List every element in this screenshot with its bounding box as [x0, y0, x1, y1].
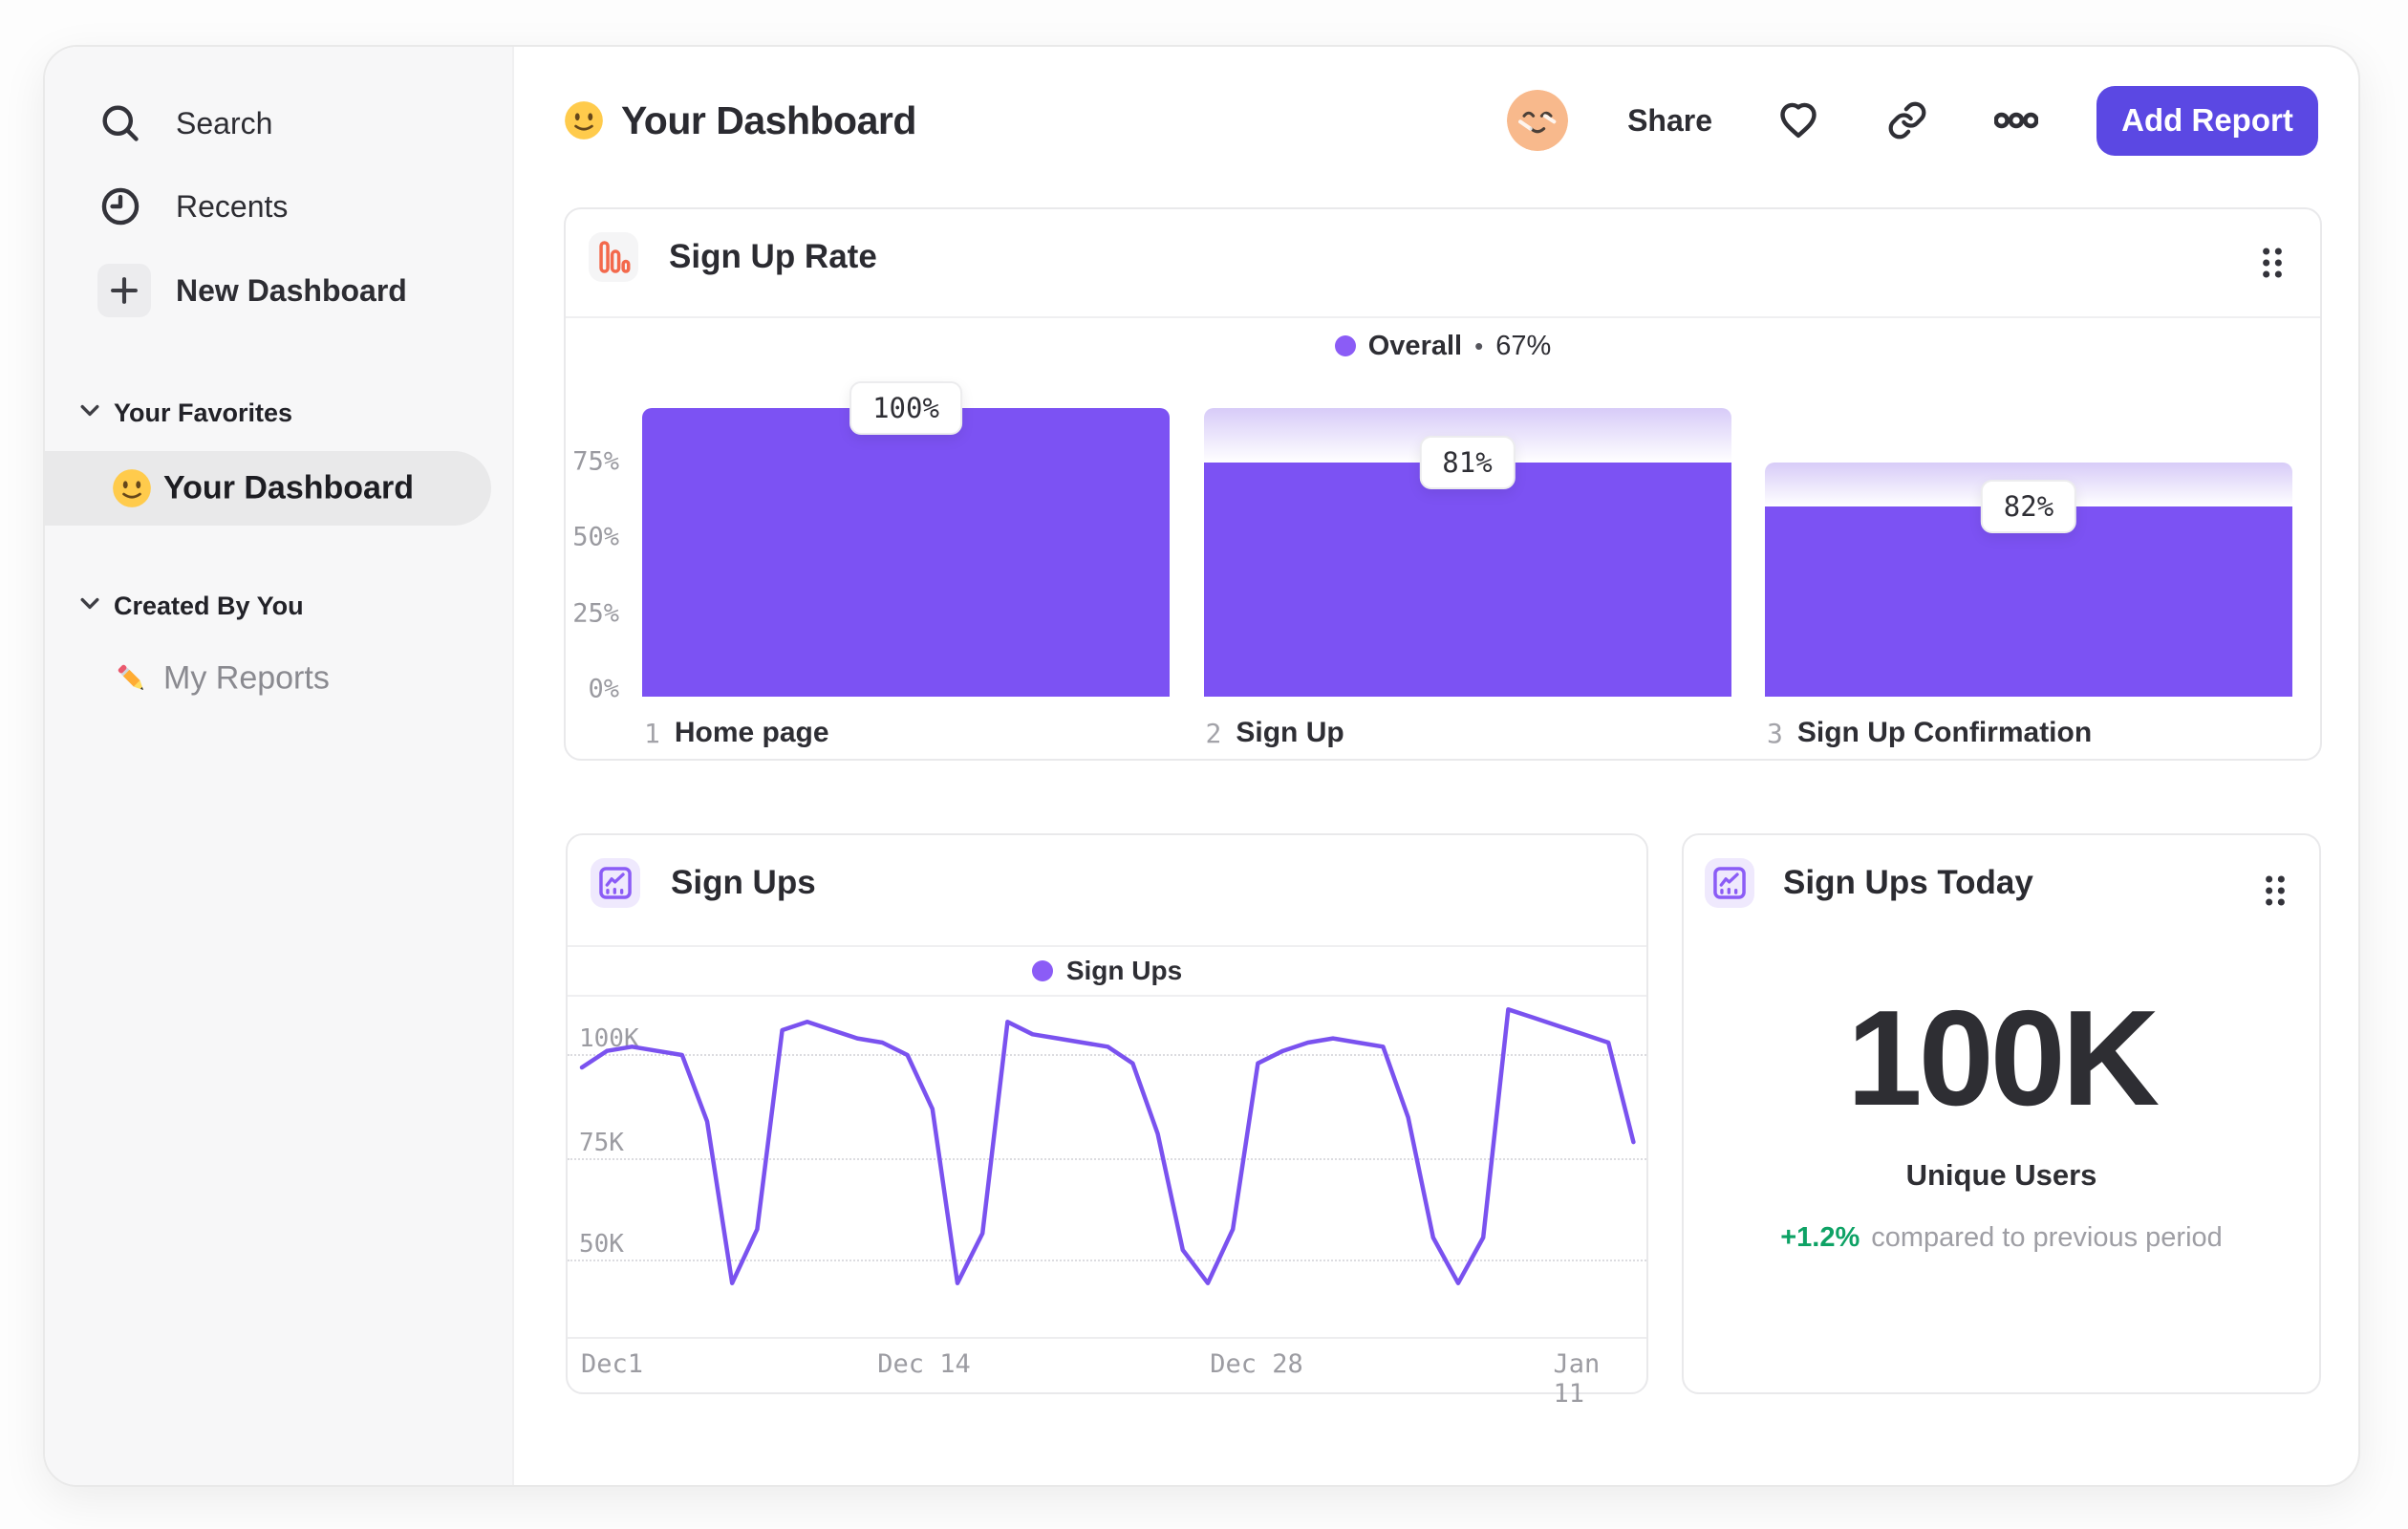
page-title: Your Dashboard [621, 97, 916, 142]
step-name: Sign Up Confirmation [1796, 717, 2093, 748]
step-name: Sign Up [1236, 717, 1344, 748]
x-axis-tick: Jan 11 [1553, 1349, 1601, 1409]
sidebar-item-label: My Reports [163, 659, 330, 697]
funnel-y-tick: 75% [572, 446, 619, 477]
funnel-value-badge: 82% [1980, 479, 2077, 533]
sidebar-item-label: New Dashboard [176, 272, 407, 308]
kpi-label: Unique Users [1905, 1158, 2097, 1192]
page-header: Your Dashboard Share Add Report [563, 85, 2318, 156]
funnel-bar-solid [1203, 463, 1731, 697]
card-title: Sign Ups [671, 864, 816, 901]
main-content: Your Dashboard Share Add Report Sign Up … [514, 47, 2358, 1485]
section-title: Your Favorites [114, 398, 293, 427]
step-number: 1 [644, 717, 660, 749]
sign-ups-line-chart[interactable] [568, 1002, 1646, 1337]
sidebar-item-recents[interactable]: Recents [45, 178, 512, 235]
line-chart-icon [1705, 858, 1754, 908]
kpi-delta-badge: +1.2% [1780, 1222, 1860, 1253]
x-axis-line [568, 1337, 1646, 1339]
x-axis-tick: Dec 28 [1210, 1349, 1303, 1379]
legend-dot [1031, 960, 1053, 981]
y-axis-tick: 50K [579, 1230, 624, 1259]
funnel-column[interactable]: 81% 2 Sign Up [1203, 209, 1731, 759]
signups-line-path [579, 1007, 1636, 1285]
kpi-value: 100K [1846, 982, 2160, 1134]
funnel-legend[interactable]: Overall • 67% [566, 318, 2320, 374]
funnel-bar-solid [642, 408, 1170, 697]
drag-handle-icon[interactable] [2264, 873, 2287, 913]
sidebar-item-search[interactable]: Search [45, 95, 512, 152]
user-avatar[interactable] [1507, 90, 1569, 151]
line-chart-icon [591, 858, 640, 908]
sidebar-item-label: Search [176, 105, 273, 140]
app-window: Search Recents New Dashboard Your Favori… [43, 45, 2360, 1487]
funnel-step-label: 3 Sign Up Confirmation [1767, 717, 2092, 749]
bar-chart-icon [589, 232, 638, 282]
kpi-delta-note: compared to previous period [1871, 1222, 2223, 1253]
x-axis-tick: Dec 14 [877, 1349, 971, 1379]
chevron-down-icon [79, 597, 100, 614]
section-your-favorites[interactable]: Your Favorites [45, 391, 512, 435]
card-header: Sign Ups [568, 835, 1646, 947]
sidebar-item-your-dashboard[interactable]: Your Dashboard [45, 451, 512, 526]
funnel-value-badge: 81% [1419, 436, 1516, 490]
sidebar: Search Recents New Dashboard Your Favori… [45, 47, 514, 1485]
copy-link-icon[interactable] [1884, 97, 1930, 143]
gridline-100k [568, 1054, 1646, 1056]
funnel-y-tick: 0% [588, 674, 619, 704]
sidebar-item-my-reports[interactable]: My Reports [45, 641, 512, 716]
sign-up-rate-card: Sign Up Rate Overall • 67% 0% 25% 50% 75% 1… [564, 207, 2322, 761]
sign-ups-card: Sign Ups Sign Ups 100K 75K 50K Dec1 Dec … [566, 833, 1648, 1409]
sign-ups-today-card: Sign Ups Today 100K Unique Users +1.2% c… [1682, 833, 2321, 1394]
section-created-by-you[interactable]: Created By You [45, 584, 512, 628]
section-title: Created By You [114, 591, 304, 620]
funnel-value-badge: 100% [849, 381, 962, 435]
line-legend[interactable]: Sign Ups [568, 947, 1646, 997]
clock-icon [98, 184, 142, 228]
card-title: Sign Ups Today [1783, 864, 2033, 901]
funnel-column[interactable]: 100% 1 Home page [642, 209, 1170, 759]
funnel-plot: 0% 25% 50% 75% 100% 1 Home page 81% 2 [566, 209, 2320, 759]
sidebar-item-label: Recents [176, 188, 289, 224]
gridline-75k [568, 1158, 1646, 1160]
y-axis-tick: 75K [579, 1129, 624, 1157]
card-header: Sign Up Rate [566, 209, 2320, 318]
chevron-down-icon [79, 404, 100, 421]
share-button[interactable]: Share [1627, 102, 1712, 138]
funnel-step-label: 2 Sign Up [1206, 717, 1344, 749]
smiley-emoji-icon [111, 467, 153, 509]
favorite-heart-icon[interactable] [1775, 97, 1821, 143]
funnel-column[interactable]: 82% 3 Sign Up Confirmation [1765, 209, 2292, 759]
funnel-bar-solid [1765, 506, 2292, 697]
legend-series-name: Sign Ups [1065, 956, 1183, 985]
sidebar-item-label: Your Dashboard [163, 469, 414, 506]
step-number: 2 [1205, 717, 1222, 749]
step-number: 3 [1767, 717, 1783, 749]
legend-series-name: Overall [1367, 330, 1463, 361]
kpi-delta-row: +1.2% compared to previous period [1684, 1222, 2319, 1254]
add-report-button[interactable]: Add Report [2096, 85, 2318, 156]
pencil-emoji-icon [112, 658, 152, 699]
x-axis-tick: Dec1 [581, 1349, 644, 1379]
legend-dot [1334, 335, 1356, 356]
smiley-emoji-icon [563, 99, 605, 141]
gridline-50k [568, 1260, 1646, 1261]
step-name: Home page [674, 717, 829, 748]
search-icon [98, 101, 142, 145]
funnel-step-label: 1 Home page [644, 717, 829, 749]
legend-overall-value: 67% [1495, 330, 1552, 361]
card-header: Sign Ups Today [1684, 835, 2319, 944]
card-title: Sign Up Rate [669, 238, 877, 275]
funnel-y-tick: 50% [572, 522, 619, 552]
plus-icon [97, 264, 151, 317]
legend-separator: • [1474, 331, 1484, 360]
more-options-icon[interactable] [1993, 97, 2039, 143]
sidebar-item-new-dashboard[interactable]: New Dashboard [45, 259, 512, 322]
header-actions: Share Add Report [1507, 85, 2318, 156]
funnel-y-tick: 25% [572, 598, 619, 629]
